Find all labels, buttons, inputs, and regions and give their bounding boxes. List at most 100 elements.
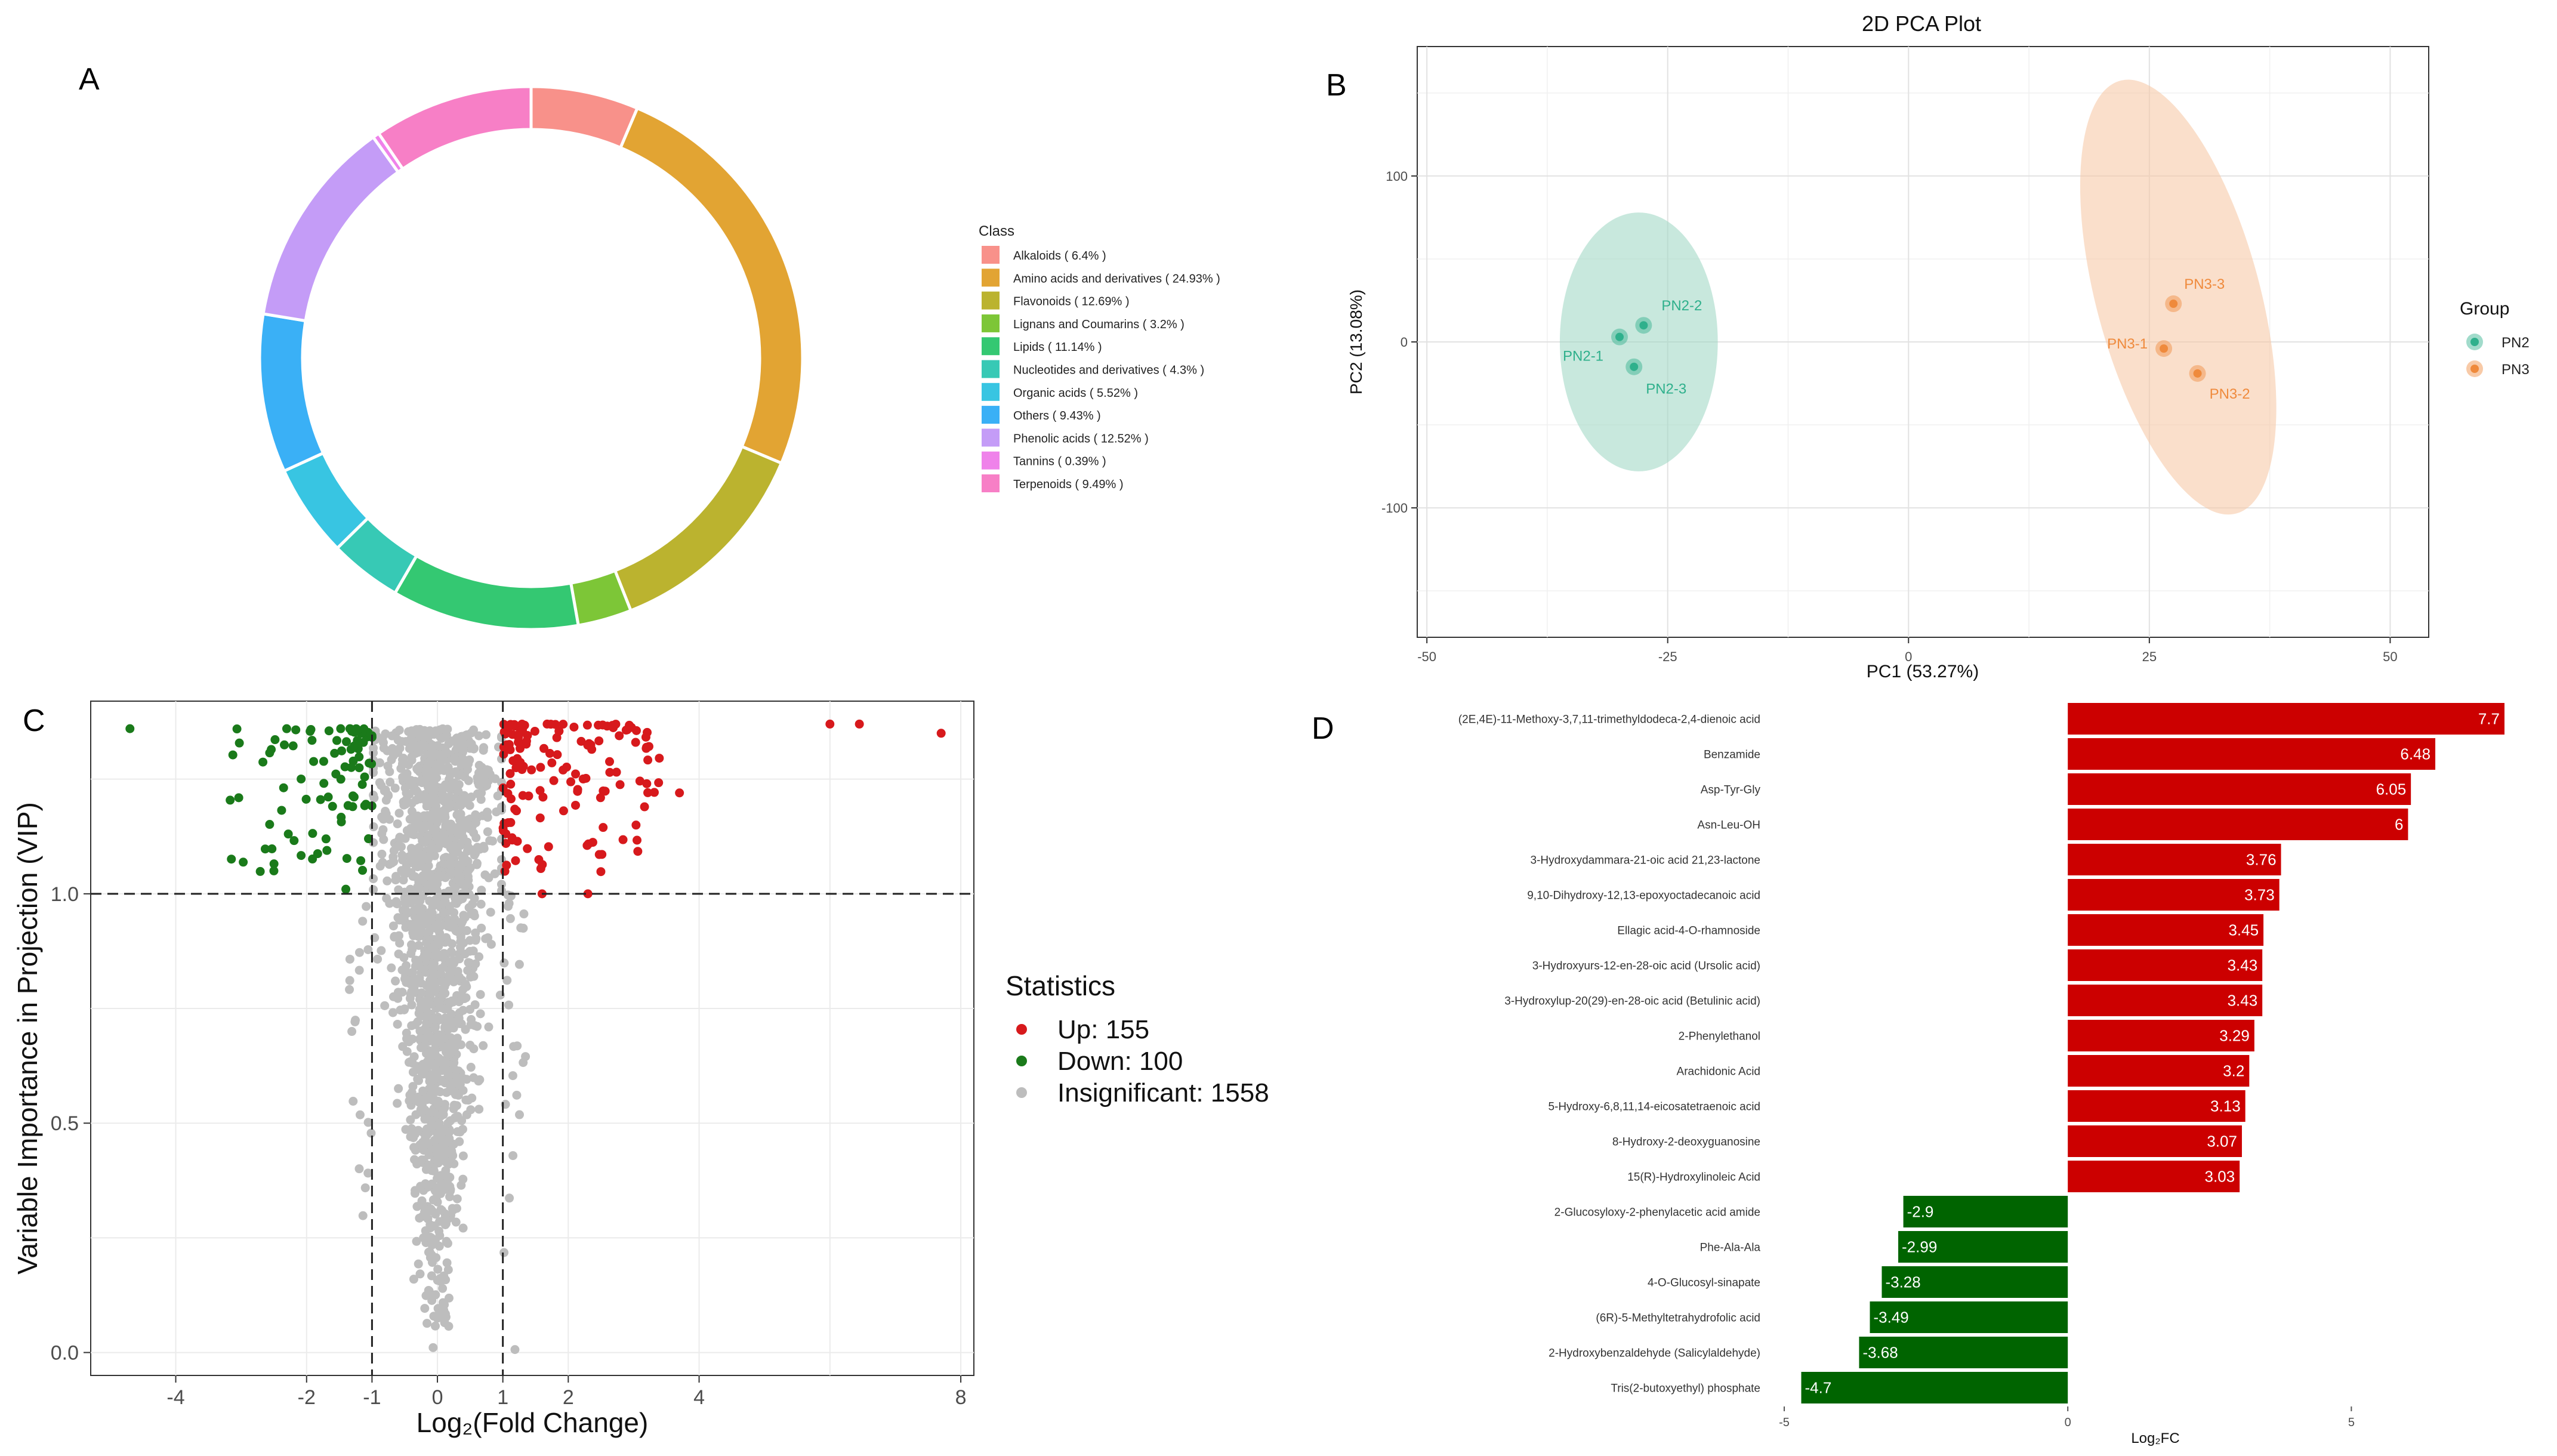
volcano-point-insig <box>433 1264 443 1274</box>
volcano-point-up <box>545 749 554 758</box>
bar-15 <box>1898 1231 2068 1263</box>
volcano-point-insig <box>399 1005 409 1014</box>
volcano-point-insig <box>391 976 400 986</box>
volcano-point-up <box>625 720 634 730</box>
volcano-point-insig <box>463 764 473 774</box>
volcano-point-insig <box>452 1050 461 1059</box>
volcano-point-insig <box>390 783 400 793</box>
volcano-plot-frame <box>90 701 974 1376</box>
bar-value-label-19: -4.7 <box>1805 1379 1832 1397</box>
volcano-point-down <box>360 801 369 810</box>
donut-legend-label-10: Terpenoids ( 9.49% ) <box>1013 478 1124 491</box>
volcano-legend-title: Statistics <box>1005 970 1115 1001</box>
volcano-point-up <box>633 835 642 845</box>
volcano-point-insig <box>513 1041 522 1051</box>
pca-legend-key-1 <box>2470 365 2479 373</box>
volcano-point-insig <box>426 1091 436 1100</box>
donut-legend-label-1: Amino acids and derivatives ( 24.93% ) <box>1013 272 1220 285</box>
volcano-point-insig <box>436 1110 446 1119</box>
volcano-point-insig <box>393 819 402 829</box>
volcano-point-insig <box>418 1201 427 1210</box>
volcano-y-tick-label-0: 0.0 <box>51 1342 79 1365</box>
volcano-point-insig <box>390 931 399 941</box>
volcano-point-insig <box>428 1207 437 1216</box>
volcano-point-down <box>351 724 361 733</box>
volcano-y-tick-label-1: 0.5 <box>51 1112 79 1135</box>
volcano-point-insig <box>430 1022 440 1032</box>
volcano-point-insig <box>397 737 407 746</box>
bar-17 <box>1870 1301 2068 1333</box>
volcano-point-insig <box>469 845 479 855</box>
volcano-point-insig <box>467 1015 476 1025</box>
volcano-point-down <box>359 724 369 733</box>
volcano-point-insig <box>471 833 481 843</box>
volcano-point-insig <box>439 949 449 958</box>
volcano-point-insig <box>420 776 429 786</box>
volcano-point-insig <box>504 902 513 911</box>
volcano-point-up <box>522 736 531 746</box>
volcano-point-insig <box>461 795 470 805</box>
volcano-notable-point-2 <box>341 884 351 894</box>
volcano-point-insig <box>396 764 406 773</box>
volcano-x-tick-label-4: 1 <box>497 1386 508 1409</box>
bar-value-label-10: 3.2 <box>2223 1062 2244 1080</box>
volcano-x-tick-label-3: 0 <box>432 1386 443 1409</box>
volcano-point-insig <box>440 1100 449 1109</box>
volcano-point-insig <box>426 1223 436 1232</box>
volcano-point-insig <box>445 1134 454 1143</box>
volcano-point-insig <box>423 761 433 770</box>
volcano-point-insig <box>425 988 434 998</box>
volcano-point-insig <box>446 1116 455 1125</box>
bar-13 <box>2068 1161 2240 1192</box>
donut-legend-label-7: Others ( 9.43% ) <box>1013 409 1101 422</box>
volcano-point-insig <box>453 828 462 838</box>
volcano-point-insig <box>425 896 434 906</box>
volcano-point-down <box>288 741 298 751</box>
volcano-point-up <box>507 833 517 843</box>
volcano-point-insig <box>437 785 447 794</box>
volcano-point-insig <box>369 793 379 803</box>
donut-legend-label-6: Organic acids ( 5.52% ) <box>1013 387 1138 400</box>
volcano-point-insig <box>414 1076 423 1085</box>
volcano-point-insig <box>428 1291 438 1301</box>
bar-category-label-16: 4-O-Glucosyl-sinapate <box>1648 1277 1760 1290</box>
donut-legend-swatch-8 <box>982 428 1000 447</box>
volcano-point-insig <box>425 907 435 917</box>
volcano-point-insig <box>496 880 506 889</box>
volcano-x-tick-label-2: -1 <box>363 1386 381 1409</box>
volcano-point-insig <box>347 1027 357 1037</box>
volcano-point-insig <box>444 1322 454 1331</box>
volcano-x-tick-label-0: -4 <box>166 1386 184 1409</box>
volcano-point-insig <box>457 918 466 928</box>
volcano-point-insig <box>395 832 405 842</box>
volcano-point-down <box>265 820 274 829</box>
volcano-point-insig <box>433 843 443 853</box>
volcano-point-insig <box>381 809 391 819</box>
volcano-notable-point-8 <box>583 889 593 899</box>
volcano-point-insig <box>401 1125 411 1134</box>
volcano-point-insig <box>422 1032 432 1042</box>
volcano-point-up <box>594 736 604 746</box>
volcano-point-insig <box>452 1017 462 1027</box>
volcano-point-insig <box>420 1114 430 1124</box>
bar-x-tick-label-0: -5 <box>1779 1416 1790 1429</box>
volcano-point-insig <box>389 857 399 866</box>
volcano-point-insig <box>366 1128 376 1138</box>
panel-b-letter: B <box>1326 68 1347 103</box>
volcano-point-insig <box>417 1066 426 1076</box>
volcano-point-insig <box>437 1205 447 1215</box>
volcano-point-insig <box>449 1205 458 1214</box>
volcano-point-up <box>615 731 624 741</box>
bar-value-label-17: -3.49 <box>1874 1309 1909 1327</box>
volcano-point-insig <box>493 791 502 801</box>
volcano-point-insig <box>442 730 451 740</box>
volcano-point-up <box>559 806 568 816</box>
volcano-point-up <box>502 860 511 870</box>
volcano-point-insig <box>442 1236 451 1246</box>
volcano-point-down <box>358 866 368 875</box>
volcano-point-insig <box>406 823 415 833</box>
donut-legend-label-0: Alkaloids ( 6.4% ) <box>1013 249 1106 263</box>
bar-category-label-3: Asn-Leu-OH <box>1697 819 1760 832</box>
volcano-point-down <box>349 792 359 802</box>
volcano-point-insig <box>427 998 436 1008</box>
